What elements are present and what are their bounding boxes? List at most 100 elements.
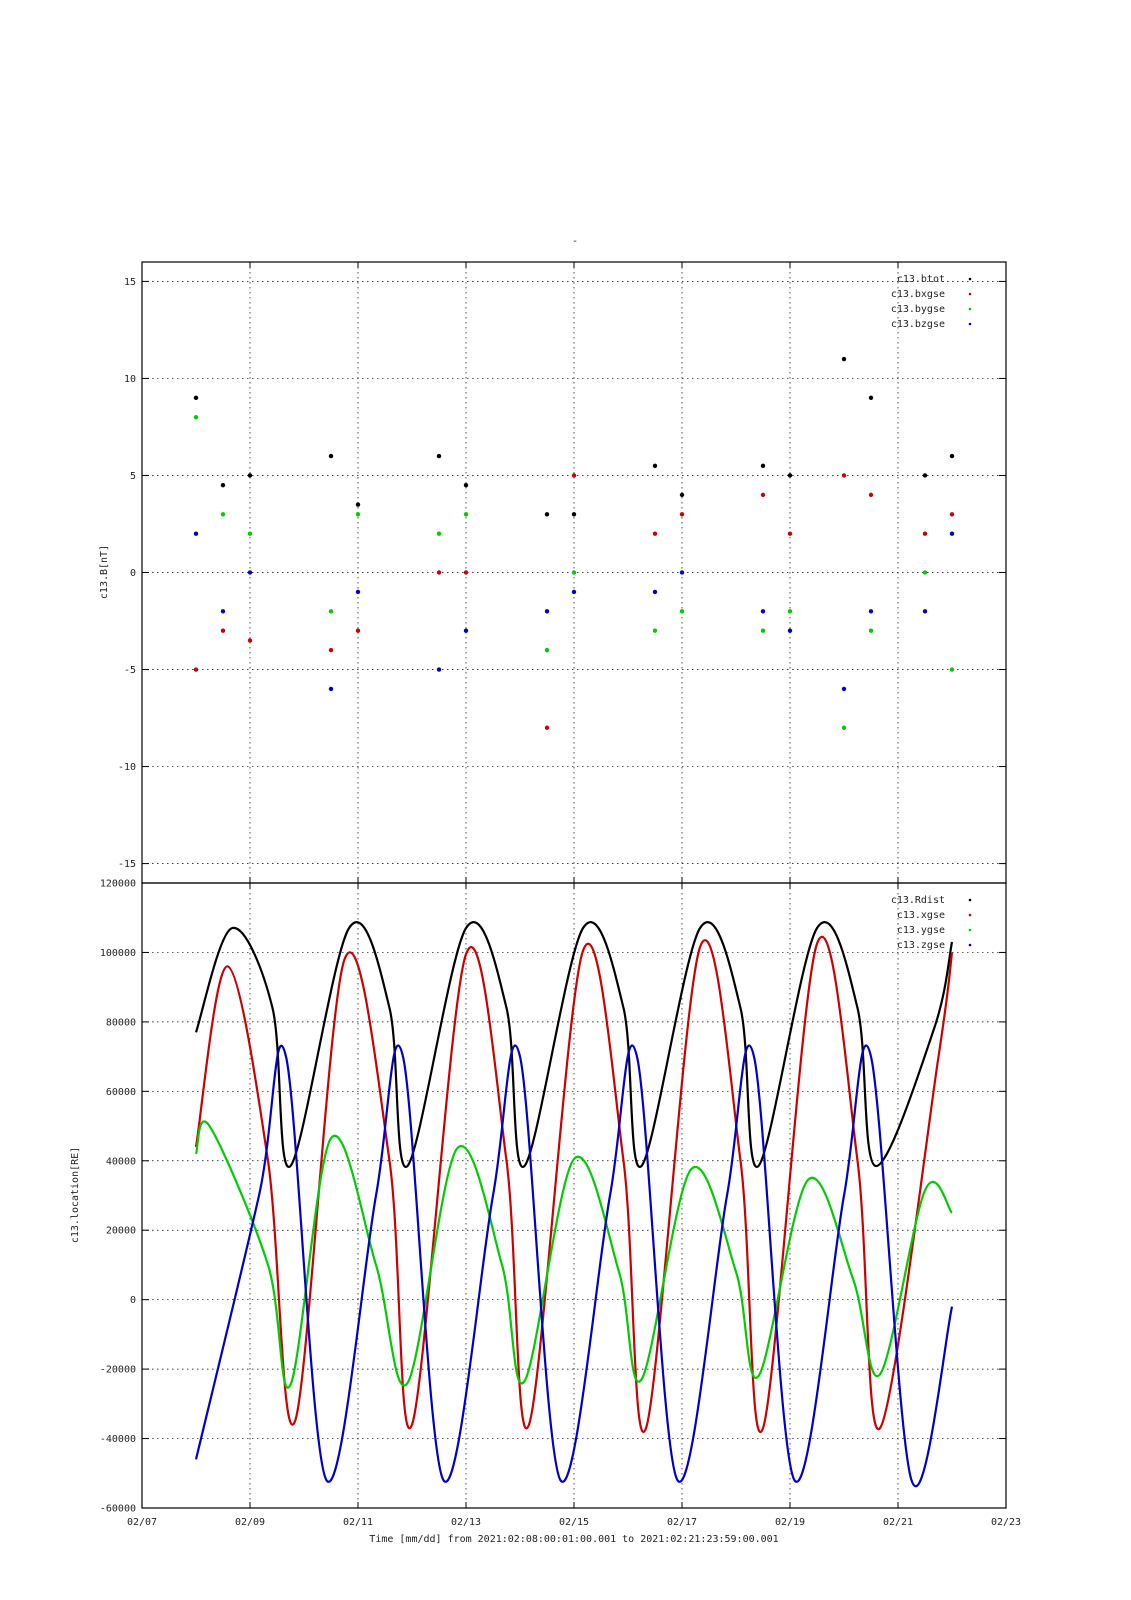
- data-point-c13-bxgse: [328, 647, 334, 653]
- data-point-c13-bxgse: [355, 628, 361, 633]
- p2-frame: [141, 882, 1007, 1509]
- data-point-c13-bxgse: [220, 628, 226, 633]
- data-point-c13-bygse: [652, 628, 658, 633]
- data-point-c13-bygse: [841, 725, 847, 730]
- data-point-c13-bxgse: [760, 492, 766, 498]
- data-point-c13-bzgse: [220, 609, 226, 614]
- p1-legend: c13.btot c13.bxgse c13.bygse c13.bzgse: [891, 274, 972, 330]
- y-tick-label: 40000: [106, 1156, 136, 1167]
- data-point-c13-bygse: [868, 628, 874, 633]
- x-tick-label: 02/21: [883, 1517, 913, 1528]
- top-title: -: [572, 236, 578, 247]
- legend-label: c13.btot: [897, 274, 945, 285]
- y-tick-label: 0: [130, 1295, 136, 1306]
- series-line-c13-ygse: [194, 1120, 953, 1389]
- data-point-c13-bygse: [760, 628, 766, 633]
- data-point-c13-bxgse: [922, 531, 928, 536]
- x-tick-label: 02/13: [451, 1517, 481, 1528]
- data-point-c13-bzgse: [652, 589, 658, 595]
- data-point-c13-bxgse: [679, 512, 685, 517]
- data-point-c13-bzgse: [247, 570, 253, 575]
- data-point-c13-btot: [463, 482, 469, 488]
- y-tick-label: -10: [118, 762, 136, 773]
- data-point-c13-btot: [949, 453, 955, 459]
- legend-swatch: [968, 943, 972, 947]
- y-tick-label: 0: [130, 568, 136, 579]
- legend-swatch: [968, 307, 972, 311]
- data-point-c13-btot: [922, 473, 928, 478]
- data-point-c13-bzgse: [868, 609, 874, 614]
- y-tick-label: -40000: [100, 1434, 136, 1445]
- series-line-c13-zgse: [194, 1044, 954, 1488]
- data-point-c13-bzgse: [328, 686, 334, 692]
- data-point-c13-bygse: [571, 570, 577, 575]
- data-point-c13-bzgse: [463, 628, 469, 633]
- data-point-c13-bxgse: [652, 531, 658, 536]
- data-point-c13-bygse: [328, 609, 334, 614]
- data-point-c13-bygse: [247, 531, 253, 536]
- data-point-c13-btot: [220, 482, 226, 488]
- x-tick-label: 02/17: [667, 1517, 697, 1528]
- data-point-c13-bzgse: [760, 609, 766, 614]
- legend-label: c13.xgse: [897, 910, 945, 921]
- data-point-c13-bygse: [355, 512, 361, 517]
- data-point-c13-btot: [652, 463, 658, 468]
- legend-label: c13.bzgse: [891, 319, 945, 330]
- legend-swatch: [968, 928, 972, 932]
- data-point-c13-btot: [544, 512, 550, 517]
- panel-magnetic-field: 15 10 5 0 -5 -10 -15 c13.B[nT] c13.btot c13.bxg…: [99, 261, 1007, 884]
- y-tick-label: 10: [124, 374, 136, 385]
- legend-label: c13.zgse: [897, 940, 945, 951]
- data-point-c13-bygse: [436, 531, 442, 536]
- data-point-c13-bxgse: [544, 725, 550, 730]
- legend-label: c13.Rdist: [891, 895, 945, 906]
- data-point-c13-bxgse: [571, 473, 577, 478]
- data-point-c13-bygse: [949, 667, 955, 672]
- y-tick-label: 100000: [100, 948, 136, 959]
- data-point-c13-bygse: [463, 512, 469, 517]
- p1-y-tick-labels: 15 10 5 0 -5 -10 -15: [118, 277, 136, 870]
- x-tick-label: 02/11: [343, 1517, 373, 1528]
- data-point-c13-bygse: [544, 647, 550, 653]
- data-point-c13-bzgse: [787, 628, 793, 633]
- x-tick-label: 02/15: [559, 1517, 589, 1528]
- data-point-c13-bzgse: [841, 686, 847, 692]
- p2-legend: c13.Rdist c13.xgse c13.ygse c13.zgse: [891, 895, 972, 951]
- p1-y-axis-label: c13.B[nT]: [99, 545, 110, 599]
- legend-label: c13.bygse: [891, 304, 945, 315]
- data-point-c13-bzgse: [193, 531, 199, 536]
- data-point-c13-btot: [841, 356, 847, 362]
- legend-swatch: [968, 292, 972, 296]
- p2-y-axis-label: c13.location[RE]: [70, 1147, 81, 1243]
- data-point-c13-bygse: [787, 609, 793, 614]
- data-point-c13-bxgse: [787, 531, 793, 536]
- data-point-c13-bzgse: [922, 609, 928, 614]
- p1-data-points: [193, 356, 955, 730]
- data-point-c13-bxgse: [949, 512, 955, 517]
- y-tick-label: 120000: [100, 879, 136, 890]
- series-line-c13-Rdist: [194, 921, 954, 1168]
- data-point-c13-bxgse: [868, 492, 874, 498]
- legend-swatch: [968, 277, 972, 281]
- legend-swatch: [968, 898, 972, 902]
- x-tick-label: 02/09: [235, 1517, 265, 1528]
- legend-swatch: [968, 913, 972, 917]
- x-tick-label: 02/23: [991, 1517, 1021, 1528]
- y-tick-label: 15: [124, 277, 136, 288]
- data-point-c13-bxgse: [841, 473, 847, 478]
- data-point-c13-btot: [787, 473, 793, 478]
- data-point-c13-bzgse: [571, 589, 577, 595]
- data-point-c13-bzgse: [436, 667, 442, 672]
- p2-y-tick-labels: 120000 100000 80000 60000 40000 20000 0 -20000 -…: [100, 879, 136, 1515]
- legend-label: c13.ygse: [897, 925, 945, 936]
- y-tick-label: -15: [118, 859, 136, 870]
- x-tick-label: 02/19: [775, 1517, 805, 1528]
- panel-location: 120000 100000 80000 60000 40000 20000 0 -20000 -…: [70, 879, 1007, 1515]
- data-point-c13-bxgse: [436, 570, 442, 575]
- y-tick-label: 5: [130, 471, 136, 482]
- data-point-c13-bzgse: [679, 570, 685, 575]
- series-line-c13-xgse: [194, 935, 954, 1433]
- y-tick-label: -5: [124, 665, 136, 676]
- y-tick-label: 20000: [106, 1226, 136, 1237]
- data-point-c13-btot: [679, 492, 685, 498]
